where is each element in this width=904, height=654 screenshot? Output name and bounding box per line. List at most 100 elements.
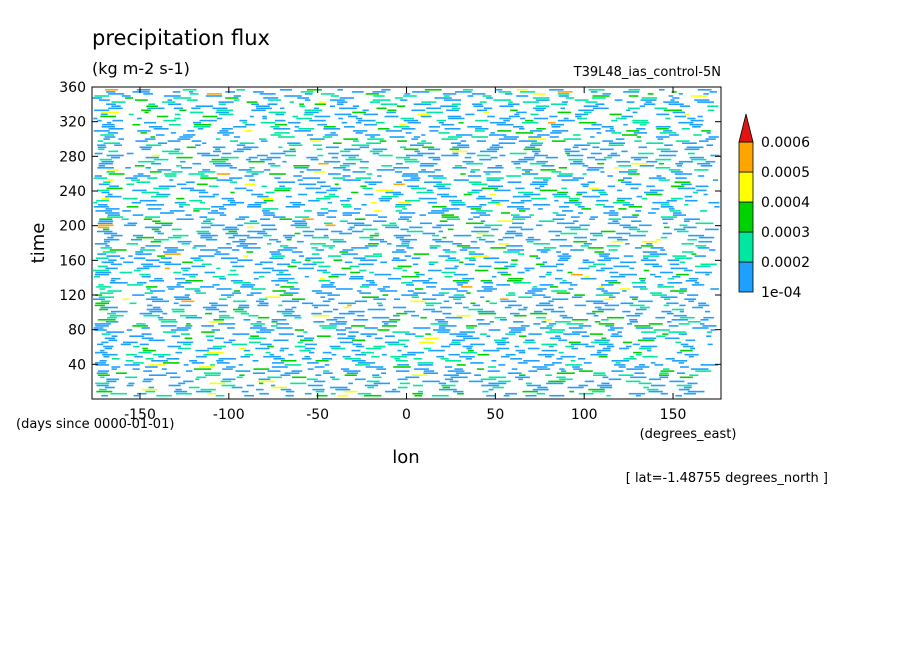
precip-cell xyxy=(710,288,719,290)
colorbar-segment xyxy=(738,201,754,233)
precip-cell xyxy=(319,325,337,327)
precip-cell xyxy=(298,183,317,186)
precip-cell xyxy=(467,95,474,97)
precip-cell xyxy=(506,280,522,282)
precip-cell xyxy=(520,228,534,231)
precip-cell xyxy=(535,304,554,307)
precip-cell xyxy=(227,199,236,202)
precip-cell xyxy=(427,201,437,204)
precip-cell xyxy=(369,234,379,237)
precip-cell xyxy=(211,158,229,161)
precip-cell xyxy=(107,169,119,171)
precip-cell xyxy=(342,169,351,171)
precip-cell xyxy=(648,390,663,393)
precip-cell xyxy=(551,126,561,128)
precip-cell xyxy=(132,91,150,93)
precip-cell xyxy=(545,273,552,276)
precip-cell xyxy=(293,175,302,177)
precip-cell xyxy=(141,388,158,391)
precip-cell xyxy=(132,325,148,327)
precip-cell xyxy=(417,113,430,116)
precip-cell xyxy=(414,368,429,370)
precip-cell xyxy=(376,169,395,171)
precip-cell xyxy=(499,117,511,120)
precip-cell xyxy=(215,394,225,397)
precip-cell xyxy=(223,341,233,344)
precip-cell xyxy=(562,280,567,282)
precip-cell xyxy=(353,140,359,142)
precip-cell xyxy=(480,296,485,298)
precip-cell xyxy=(506,175,521,177)
precip-cell xyxy=(308,351,315,354)
precip-cell xyxy=(369,101,380,103)
precip-cell xyxy=(329,345,341,348)
precip-cell xyxy=(457,284,463,286)
precip-cell xyxy=(142,349,156,352)
precip-cell xyxy=(669,263,680,266)
precip-cell xyxy=(411,374,428,376)
precip-cell xyxy=(122,341,138,344)
precip-cell xyxy=(222,152,232,155)
precip-cell xyxy=(470,302,476,305)
precip-cell xyxy=(481,187,498,190)
precip-cell xyxy=(604,280,618,282)
precip-cell xyxy=(669,210,681,212)
precip-cell xyxy=(606,394,611,397)
precip-cell xyxy=(587,167,604,169)
precip-cell xyxy=(208,185,219,188)
precip-cell xyxy=(183,134,196,136)
precip-cell xyxy=(519,128,525,130)
precip-cell xyxy=(480,378,497,381)
precip-cell xyxy=(107,179,114,181)
precip-cell xyxy=(335,388,351,391)
precip-cell xyxy=(263,212,275,214)
precip-cell xyxy=(707,109,715,112)
precip-cell xyxy=(559,173,574,175)
y-tick-label: 360 xyxy=(59,80,86,96)
precip-cell xyxy=(279,185,285,188)
precip-cell xyxy=(219,314,230,317)
precip-cell xyxy=(100,247,113,249)
precip-cell xyxy=(459,355,475,358)
precip-cell xyxy=(432,394,449,397)
precip-cell xyxy=(433,185,446,188)
precip-cell xyxy=(154,230,161,233)
precip-cell xyxy=(236,376,243,379)
precip-cell xyxy=(709,249,716,251)
precip-cell xyxy=(306,169,322,171)
precip-cell xyxy=(205,238,218,241)
precip-cell xyxy=(97,144,106,146)
precip-cell xyxy=(588,187,600,190)
precip-cell xyxy=(432,234,440,237)
precip-cell xyxy=(659,374,669,376)
precip-cell xyxy=(404,345,408,348)
precip-cell xyxy=(628,107,640,110)
precip-cell xyxy=(119,271,133,274)
precip-cell xyxy=(557,91,573,93)
precip-cell xyxy=(133,175,151,177)
precip-cell xyxy=(297,341,303,344)
precip-cell xyxy=(447,370,465,372)
precip-cell xyxy=(539,302,551,305)
precip-cell xyxy=(367,138,384,140)
precip-cell xyxy=(570,216,580,218)
precip-cell xyxy=(333,308,339,311)
precip-cell xyxy=(549,329,565,331)
precip-cell xyxy=(635,210,641,212)
precip-cell xyxy=(399,216,412,218)
precip-cell xyxy=(660,249,666,251)
precip-cell xyxy=(502,236,514,239)
precip-cell xyxy=(506,230,516,233)
precip-cell xyxy=(337,89,343,91)
precip-cell xyxy=(406,284,414,286)
precip-cell xyxy=(243,349,251,352)
precip-cell xyxy=(111,368,117,370)
precip-cell xyxy=(707,343,713,346)
precip-cell xyxy=(603,257,620,259)
precip-cell xyxy=(292,115,299,118)
precip-cell xyxy=(169,179,174,181)
precip-cell xyxy=(275,284,280,286)
precip-cell xyxy=(100,134,114,136)
precip-cell xyxy=(518,191,533,194)
precip-cell xyxy=(401,353,416,356)
